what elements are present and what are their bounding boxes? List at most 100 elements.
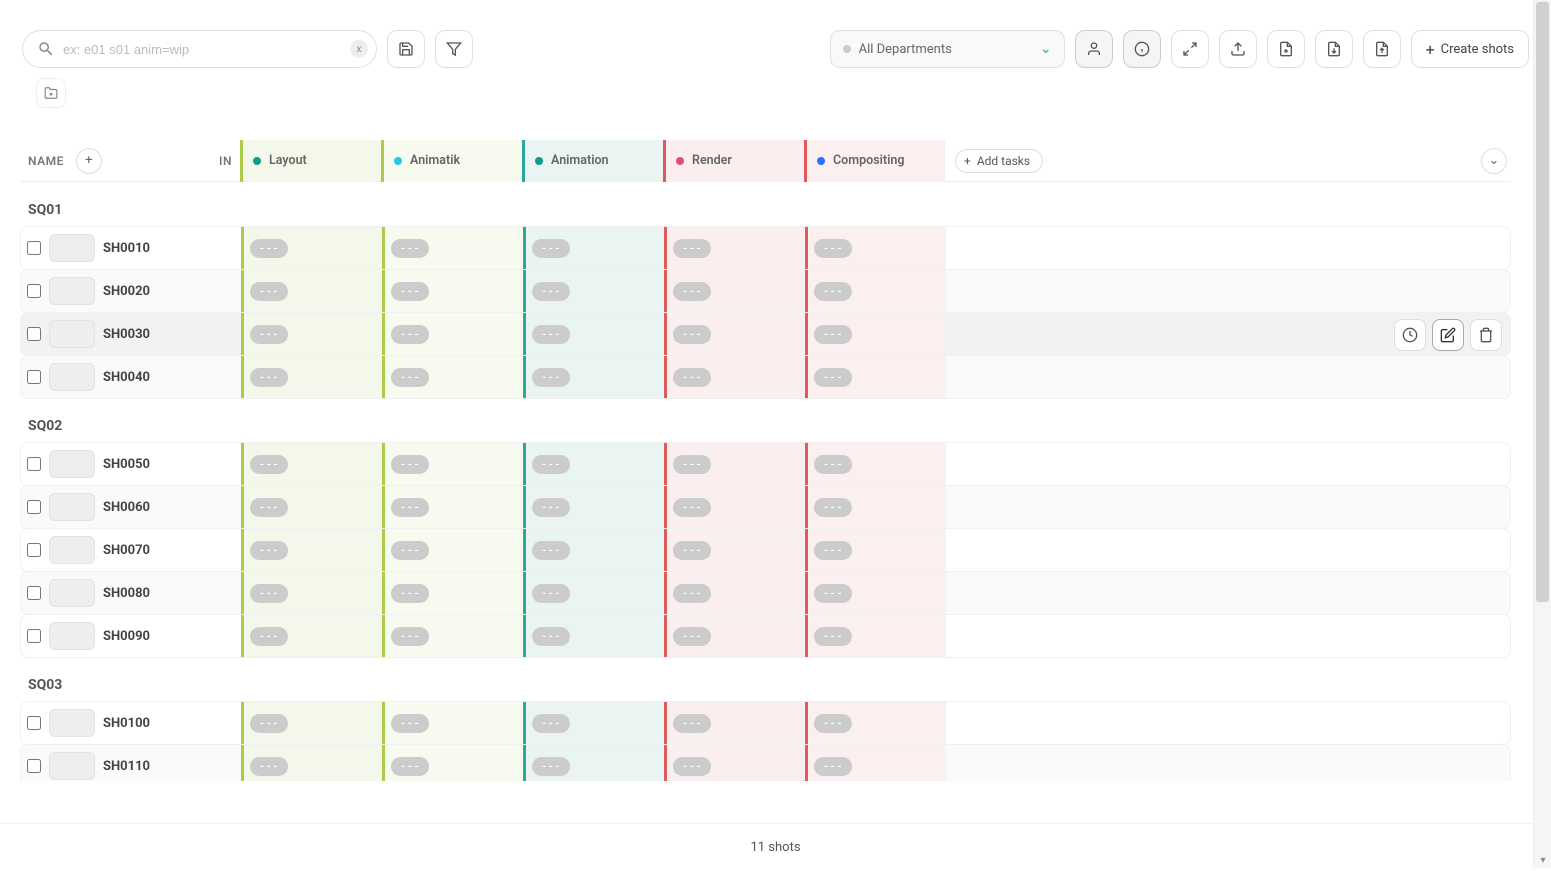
row-checkbox[interactable] (27, 543, 41, 557)
status-pill[interactable]: - - - (814, 455, 852, 474)
row-checkbox[interactable] (27, 716, 41, 730)
task-cell-animatik[interactable]: - - - (382, 615, 523, 657)
task-cell-compositing[interactable]: - - - (805, 486, 946, 528)
breadcrumb-folder-button[interactable] (36, 78, 66, 108)
status-pill[interactable]: - - - (391, 455, 429, 474)
row-checkbox[interactable] (27, 500, 41, 514)
task-cell-animation[interactable]: - - - (523, 615, 664, 657)
task-cell-layout[interactable]: - - - (241, 227, 382, 269)
page-scrollbar[interactable]: ▴ ▾ (1533, 0, 1551, 868)
status-pill[interactable]: - - - (673, 757, 711, 776)
task-cell-render[interactable]: - - - (664, 529, 805, 571)
status-pill[interactable]: - - - (391, 282, 429, 301)
shot-thumbnail[interactable] (49, 536, 95, 564)
task-cell-animation[interactable]: - - - (523, 270, 664, 312)
add-name-button[interactable]: + (76, 148, 102, 174)
shot-row[interactable]: SH0090- - -- - -- - -- - -- - - (20, 614, 1511, 658)
delete-button[interactable] (1470, 319, 1502, 351)
row-checkbox[interactable] (27, 586, 41, 600)
row-checkbox[interactable] (27, 327, 41, 341)
status-pill[interactable]: - - - (532, 282, 570, 301)
sequence-label[interactable]: SQ01 (20, 182, 1511, 226)
collapse-columns-button[interactable]: ⌄ (1481, 148, 1507, 174)
shot-thumbnail[interactable] (49, 709, 95, 737)
status-pill[interactable]: - - - (250, 498, 288, 517)
edit-button[interactable] (1432, 319, 1464, 351)
clear-search-button[interactable]: x (350, 40, 368, 58)
task-cell-animation[interactable]: - - - (523, 356, 664, 398)
status-pill[interactable]: - - - (250, 714, 288, 733)
create-shots-button[interactable]: + Create shots (1411, 30, 1529, 68)
status-pill[interactable]: - - - (814, 325, 852, 344)
status-pill[interactable]: - - - (250, 627, 288, 646)
task-cell-layout[interactable]: - - - (241, 529, 382, 571)
task-cell-compositing[interactable]: - - - (805, 529, 946, 571)
task-cell-animatik[interactable]: - - - (382, 702, 523, 744)
shot-row[interactable]: SH0100- - -- - -- - -- - -- - - (20, 701, 1511, 745)
status-pill[interactable]: - - - (250, 757, 288, 776)
status-pill[interactable]: - - - (250, 325, 288, 344)
department-select[interactable]: All Departments ⌄ (830, 30, 1065, 68)
task-cell-render[interactable]: - - - (664, 443, 805, 485)
shot-row[interactable]: SH0030- - -- - -- - -- - -- - - (20, 312, 1511, 356)
task-cell-render[interactable]: - - - (664, 270, 805, 312)
task-cell-compositing[interactable]: - - - (805, 227, 946, 269)
shot-thumbnail[interactable] (49, 579, 95, 607)
sequence-label[interactable]: SQ03 (20, 657, 1511, 701)
shot-thumbnail[interactable] (49, 622, 95, 650)
task-cell-render[interactable]: - - - (664, 227, 805, 269)
status-pill[interactable]: - - - (673, 239, 711, 258)
info-button[interactable] (1123, 30, 1161, 68)
status-pill[interactable]: - - - (673, 627, 711, 646)
shot-row[interactable]: SH0050- - -- - -- - -- - -- - - (20, 442, 1511, 486)
status-pill[interactable]: - - - (250, 541, 288, 560)
task-column-header-animatik[interactable]: Animatik (381, 140, 522, 182)
status-pill[interactable]: - - - (814, 541, 852, 560)
status-pill[interactable]: - - - (814, 584, 852, 603)
status-pill[interactable]: - - - (673, 498, 711, 517)
task-cell-compositing[interactable]: - - - (805, 615, 946, 657)
task-cell-compositing[interactable]: - - - (805, 572, 946, 614)
status-pill[interactable]: - - - (814, 757, 852, 776)
sequence-label[interactable]: SQ02 (20, 398, 1511, 442)
status-pill[interactable]: - - - (250, 368, 288, 387)
status-pill[interactable]: - - - (391, 239, 429, 258)
status-pill[interactable]: - - - (814, 714, 852, 733)
status-pill[interactable]: - - - (673, 714, 711, 733)
task-cell-animatik[interactable]: - - - (382, 486, 523, 528)
status-pill[interactable]: - - - (673, 368, 711, 387)
search-input[interactable] (55, 42, 350, 57)
status-pill[interactable]: - - - (532, 498, 570, 517)
shot-row[interactable]: SH0110- - -- - -- - -- - -- - - (20, 744, 1511, 781)
status-pill[interactable]: - - - (532, 757, 570, 776)
task-cell-compositing[interactable]: - - - (805, 270, 946, 312)
task-cell-animation[interactable]: - - - (523, 745, 664, 781)
shot-thumbnail[interactable] (49, 752, 95, 780)
row-checkbox[interactable] (27, 284, 41, 298)
status-pill[interactable]: - - - (814, 239, 852, 258)
task-cell-layout[interactable]: - - - (241, 615, 382, 657)
row-checkbox[interactable] (27, 629, 41, 643)
task-column-header-layout[interactable]: Layout (240, 140, 381, 182)
task-cell-compositing[interactable]: - - - (805, 356, 946, 398)
status-pill[interactable]: - - - (532, 541, 570, 560)
task-cell-render[interactable]: - - - (664, 356, 805, 398)
status-pill[interactable]: - - - (532, 714, 570, 733)
scroll-down-arrow[interactable]: ▾ (1534, 852, 1551, 868)
status-pill[interactable]: - - - (814, 627, 852, 646)
shot-thumbnail[interactable] (49, 320, 95, 348)
task-column-header-compositing[interactable]: Compositing (804, 140, 945, 182)
user-view-button[interactable] (1075, 30, 1113, 68)
shot-thumbnail[interactable] (49, 277, 95, 305)
shot-thumbnail[interactable] (49, 363, 95, 391)
shot-row[interactable]: SH0020- - -- - -- - -- - -- - - (20, 269, 1511, 313)
task-cell-animation[interactable]: - - - (523, 572, 664, 614)
status-pill[interactable]: - - - (391, 541, 429, 560)
scrollbar-thumb[interactable] (1536, 2, 1549, 602)
task-cell-animatik[interactable]: - - - (382, 270, 523, 312)
task-cell-animatik[interactable]: - - - (382, 745, 523, 781)
task-column-header-animation[interactable]: Animation (522, 140, 663, 182)
task-cell-animation[interactable]: - - - (523, 529, 664, 571)
task-cell-compositing[interactable]: - - - (805, 313, 946, 355)
expand-button[interactable] (1171, 30, 1209, 68)
